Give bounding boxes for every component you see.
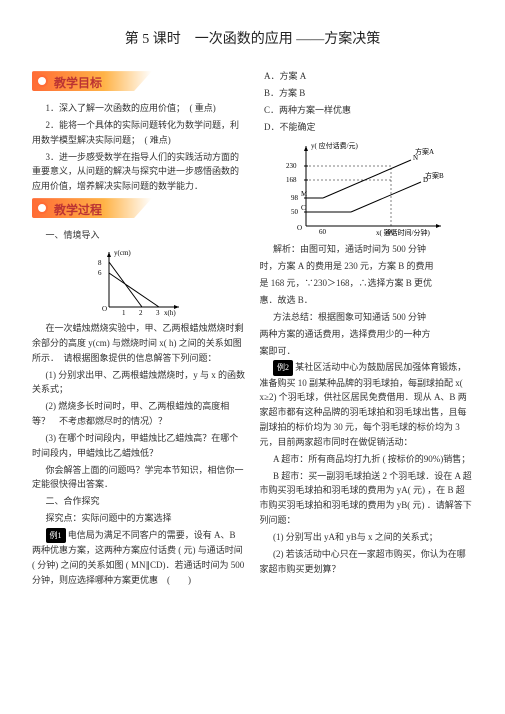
goals-header-text: 教学目标 <box>54 74 102 94</box>
right-column: A．方案 A B．方案 B C．两种方案一样优惠 D．不能确定 O y( 应付话… <box>260 67 474 590</box>
para-3: (2) 燃烧多长时间时，甲、乙两根蜡烛的高度相等？ 不考虑都燃尽时的情况）？ <box>32 399 246 429</box>
xtick-3: 3 <box>156 309 160 317</box>
xt-60: 60 <box>319 228 327 236</box>
yt-50: 50 <box>291 208 299 216</box>
ylabel2: y( 应付话费/元) <box>311 141 359 150</box>
candle-chart: 8 6 1 2 3 O y(cm) x(h) <box>32 247 246 317</box>
goals-header: 教学目标 <box>32 71 246 93</box>
xt-500: 500 <box>384 228 395 236</box>
r-p8: A 超市：所有商品均打九折 ( 按标价的90%)销售； <box>260 452 474 467</box>
goal-3: 3．进一步感受数学在指导人们的实践活动方面的重要意义，从问题的解决与探究中进一步… <box>32 150 246 195</box>
r-p6: 两种方案的通话费用，选择费用少的一种方 <box>260 327 474 342</box>
para-2: (1) 分别求出甲、乙两根蜡烛燃烧时，y 与 x 的函数关系式； <box>32 368 246 398</box>
xtick-1: 1 <box>122 309 126 317</box>
para-5: 你会解答上面的问题吗？学完本节知识，相信你一定能很快得出答案． <box>32 463 246 493</box>
sub-heading-3: 探究点：实际问题中的方案选择 <box>32 511 246 526</box>
r-p4: 惠．故选 B． <box>260 293 474 308</box>
r-p7: 案即可． <box>260 344 474 359</box>
sub-heading-2: 二、合作探究 <box>32 494 246 509</box>
option-b: B．方案 B <box>260 86 474 101</box>
xtick-2: 2 <box>139 309 143 317</box>
r-p9: B 超市：买一副羽毛球拍送 2 个羽毛球．设在 A 超市购买羽毛球拍和羽毛球的费… <box>260 469 474 528</box>
r-p1: 解析：由图可知，通话时间为 500 分钟 <box>260 242 474 257</box>
label-plan-b: 方案B <box>425 171 444 180</box>
option-c: C．两种方案一样优惠 <box>260 103 474 118</box>
candle-chart-svg: 8 6 1 2 3 O y(cm) x(h) <box>94 247 184 317</box>
goal-1: 1．深入了解一次函数的应用价值； ( 重点) <box>32 101 246 116</box>
ytick-6: 6 <box>98 269 102 277</box>
r-p5: 方法总结：根据图象可知通话 500 分钟 <box>260 310 474 325</box>
ytick-8: 8 <box>98 259 102 267</box>
yt-98: 98 <box>291 194 299 202</box>
origin-o: O <box>297 224 302 232</box>
example-1: 例1 电信局为满足不同客户的需要，设有 A、B 两种优惠方案，这两种方案应付话费… <box>32 528 246 588</box>
ylabel: y(cm) <box>114 249 131 257</box>
example-2-badge: 例2 <box>273 360 293 375</box>
para-4: (3) 在哪个时间段内，甲蜡烛比乙蜡烛高？在哪个时间段内，甲蜡烛比乙蜡烛低？ <box>32 431 246 461</box>
phone-plan-svg: O y( 应付话费/元) x( 通话时间/分钟) 230 168 98 50 6… <box>281 138 451 238</box>
yt-168: 168 <box>286 176 297 184</box>
process-header-text: 教学过程 <box>54 201 102 221</box>
r-p3: 是 168 元，∵230＞168，∴选择方案 B 更优 <box>260 276 474 291</box>
page-title: 第 5 课时 一次函数的应用 ——方案决策 <box>32 28 473 51</box>
phone-plan-chart: O y( 应付话费/元) x( 通话时间/分钟) 230 168 98 50 6… <box>260 138 474 238</box>
origin-o: O <box>102 305 107 313</box>
xlabel: x(h) <box>164 309 176 317</box>
yt-230: 230 <box>286 162 297 170</box>
option-a: A．方案 A <box>260 69 474 84</box>
para-1: 在一次蜡烛燃烧实验中，甲、乙两根蜡烛燃烧时剩余部分的高度 y(cm) 与燃烧时间… <box>32 321 246 366</box>
option-d: D．不能确定 <box>260 120 474 135</box>
example-2-text: 某社区活动中心为鼓励居民加强体育锻炼，准备购买 10 副某种品牌的羽毛球拍，每副… <box>260 362 467 447</box>
two-column-layout: 教学目标 1．深入了解一次函数的应用价值； ( 重点) 2．能将一个具体的实际问… <box>32 67 473 590</box>
example-1-badge: 例1 <box>46 528 66 543</box>
pt-m: M <box>301 190 308 198</box>
r-p2: 时，方案 A 的费用是 230 元，方案 B 的费用 <box>260 259 474 274</box>
goal-2: 2．能将一个具体的实际问题转化为数学问题，利用数学模型解决实际问题； ( 难点) <box>32 118 246 148</box>
sub-heading-1: 一、情境导入 <box>32 228 246 243</box>
header-dot-icon <box>36 75 48 87</box>
example-2: 例2 某社区活动中心为鼓励居民加强体育锻炼，准备购买 10 副某种品牌的羽毛球拍… <box>260 360 474 449</box>
pt-c: C <box>301 204 306 212</box>
r-p10: (1) 分别写出 yA和 yB与 x 之间的关系式； <box>260 530 474 545</box>
process-header: 教学过程 <box>32 198 246 220</box>
label-plan-a: 方案A <box>415 147 434 156</box>
left-column: 教学目标 1．深入了解一次函数的应用价值； ( 重点) 2．能将一个具体的实际问… <box>32 67 246 590</box>
r-p11: (2) 若该活动中心只在一家超市购买，你认为在哪家超市购买更划算？ <box>260 547 474 577</box>
